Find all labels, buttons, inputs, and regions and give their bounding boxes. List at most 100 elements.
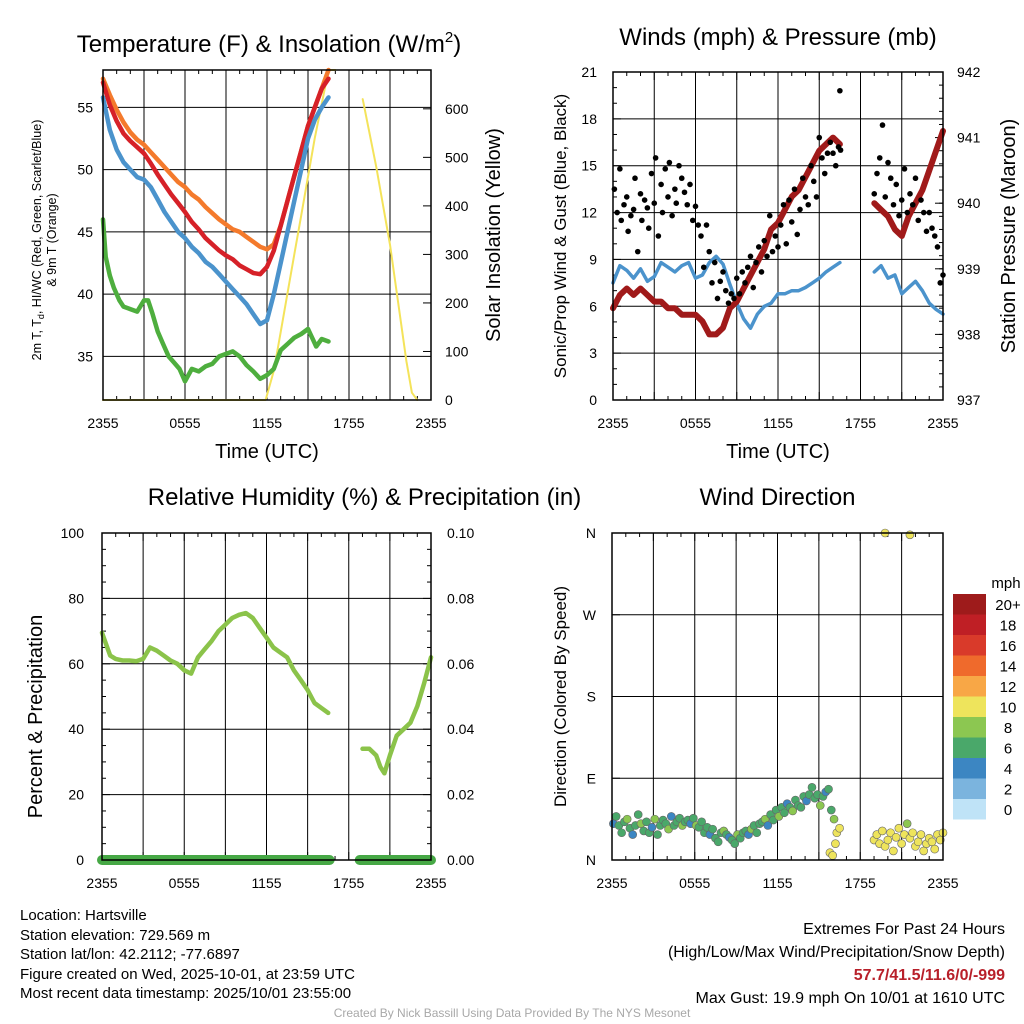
ylabel-part: 2m T, T xyxy=(30,319,44,361)
gust-point xyxy=(830,150,836,157)
left-tick-label: W xyxy=(583,607,597,623)
gust-point xyxy=(700,264,707,271)
gust-point xyxy=(747,253,754,260)
ylabel-part: , HI/WC (Red, Green, Scarlet/Blue) xyxy=(30,120,44,315)
direction-point xyxy=(628,830,637,839)
station-location: Location: Hartsville xyxy=(20,907,147,924)
gust-point xyxy=(673,200,680,206)
right-tick-label: 941 xyxy=(957,130,981,146)
left-tick-label: 0 xyxy=(76,852,84,868)
direction-point xyxy=(927,837,937,847)
gust-point xyxy=(634,248,641,255)
legend-label: 20+ xyxy=(995,597,1021,614)
gust-point xyxy=(937,280,944,286)
recent-timestamp: Most recent data timestamp: 2025/10/01 2… xyxy=(20,985,352,1002)
right-tick-label: 600 xyxy=(445,101,469,117)
x-tick-label: 2355 xyxy=(415,415,446,431)
gust-point xyxy=(711,259,718,266)
x-tick-label: 2355 xyxy=(927,875,958,891)
gust-point xyxy=(637,191,644,197)
gust-point xyxy=(775,244,781,250)
right-tick-label: 0.04 xyxy=(447,721,474,737)
station-latlon: Station lat/lon: 42.2112; -77.6897 xyxy=(20,946,240,963)
gust-point xyxy=(614,209,620,216)
direction-point xyxy=(916,830,926,839)
direction-point xyxy=(796,803,806,812)
extremes-values: 57.7/41.5/11.6/0/-999 xyxy=(853,967,1005,984)
right-tick-label: 300 xyxy=(445,246,469,262)
gust-point xyxy=(819,155,825,161)
right-tick-label: 100 xyxy=(445,343,469,359)
right-tick-label: 0.00 xyxy=(447,852,474,868)
left-tick-label: 0 xyxy=(589,392,597,408)
gust-point xyxy=(632,175,638,182)
chart-title-main: Temperature (F) & Insolation (W/m xyxy=(77,31,445,58)
gust-point xyxy=(652,155,659,161)
right-tick-label: 0.08 xyxy=(447,590,474,606)
legend-label: 16 xyxy=(1000,638,1017,655)
legend-title: mph xyxy=(991,575,1020,592)
legend-swatch xyxy=(953,778,986,799)
ylabel-sub: d xyxy=(36,314,46,319)
plot-border xyxy=(101,532,432,861)
gust-point xyxy=(651,200,658,206)
gust-point xyxy=(665,194,671,200)
direction-point xyxy=(622,814,632,824)
direction-point xyxy=(807,783,817,792)
direction-point xyxy=(617,828,626,838)
gust-point xyxy=(810,178,817,185)
gust-point xyxy=(689,217,696,224)
x-tick-label: 0555 xyxy=(169,875,200,891)
left-tick-label: 21 xyxy=(581,64,597,80)
direction-point xyxy=(713,837,723,847)
gust-point xyxy=(672,186,678,192)
direction-point xyxy=(780,808,789,818)
left-tick-label: 15 xyxy=(581,158,597,174)
gust-point xyxy=(813,194,820,200)
plot-border xyxy=(102,69,432,401)
direction-point xyxy=(930,844,940,854)
gust-point xyxy=(893,181,900,188)
legend-swatch xyxy=(953,614,986,635)
gust-point xyxy=(618,217,625,224)
gust-point xyxy=(794,231,801,238)
station-elevation: Station elevation: 729.569 m xyxy=(20,926,211,944)
gust-point xyxy=(717,278,724,285)
gust-point xyxy=(874,170,880,177)
direction-point xyxy=(611,812,621,821)
gust-point xyxy=(791,186,798,192)
gust-point xyxy=(805,201,812,208)
left-tick-label: 6 xyxy=(589,298,597,314)
legend-swatch xyxy=(953,676,986,697)
gust-point xyxy=(898,197,905,203)
gust-point xyxy=(659,209,666,216)
right-tick-label: 942 xyxy=(957,64,981,80)
gust-point xyxy=(837,87,843,94)
direction-point xyxy=(642,817,651,827)
gust-point xyxy=(904,209,911,216)
direction-point xyxy=(826,805,836,815)
gust-point xyxy=(687,181,693,188)
left-tick-label: 50 xyxy=(77,162,93,178)
direction-point xyxy=(815,801,825,810)
gust-point xyxy=(733,275,740,281)
gust-point xyxy=(901,166,908,172)
direction-point xyxy=(824,784,833,794)
x-tick-label: 0555 xyxy=(169,415,200,431)
direction-point xyxy=(889,846,898,856)
x-tick-label: 0555 xyxy=(679,875,710,891)
x-axis-label: Time (UTC) xyxy=(726,441,830,463)
gust-point xyxy=(909,201,916,208)
gust-point xyxy=(753,259,759,266)
x-tick-label: 2355 xyxy=(927,415,958,431)
chart-title: Wind Direction xyxy=(699,484,855,511)
right-tick-label: 939 xyxy=(957,261,981,277)
gust-point xyxy=(698,233,704,239)
x-tick-label: 2355 xyxy=(87,415,118,431)
direction-point xyxy=(647,822,657,832)
chart-title-end: ) xyxy=(453,31,461,58)
gust-point xyxy=(772,233,779,239)
y-axis-label-right: Solar Insolation (Yellow) xyxy=(483,128,505,342)
gust-point xyxy=(832,162,839,169)
gust-point xyxy=(876,155,883,161)
